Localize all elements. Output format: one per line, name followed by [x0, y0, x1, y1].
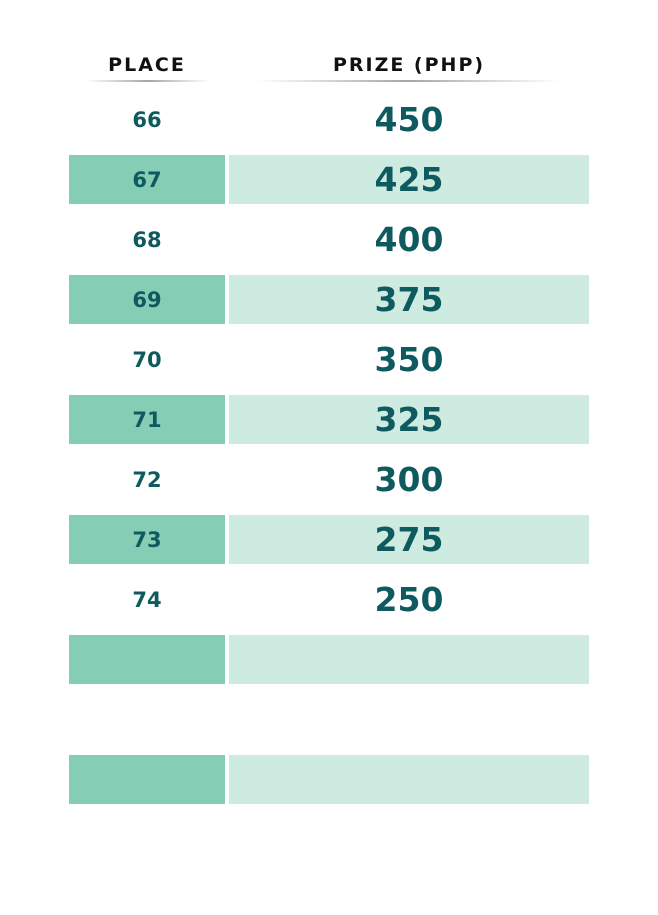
empty-cell: [69, 755, 225, 804]
header-place: PLACE: [108, 54, 186, 76]
prize-cell: 400: [374, 220, 444, 259]
place-cell: 71: [69, 395, 225, 444]
prize-cell: 450: [374, 100, 444, 139]
prize-cell: 350: [374, 340, 444, 379]
place-cell: 67: [69, 155, 225, 204]
prize-cell: 250: [374, 580, 444, 619]
place-cell: 73: [69, 515, 225, 564]
empty-cell: [229, 755, 589, 804]
empty-cell: [69, 635, 225, 684]
header-rule: [85, 80, 210, 82]
place-cell: 72: [132, 467, 162, 492]
header-prize: PRIZE (PHP): [332, 54, 486, 76]
place-cell: 68: [132, 227, 162, 252]
empty-cell: [229, 635, 589, 684]
place-cell: 74: [132, 587, 162, 612]
header-rule: [255, 80, 560, 82]
place-cell: 66: [132, 107, 162, 132]
place-cell: 69: [69, 275, 225, 324]
prize-cell: 275: [229, 515, 589, 564]
prize-cell: 425: [229, 155, 589, 204]
place-cell: 70: [132, 347, 162, 372]
prize-cell: 300: [374, 460, 444, 499]
prize-cell: 325: [229, 395, 589, 444]
prize-cell: 375: [229, 275, 589, 324]
